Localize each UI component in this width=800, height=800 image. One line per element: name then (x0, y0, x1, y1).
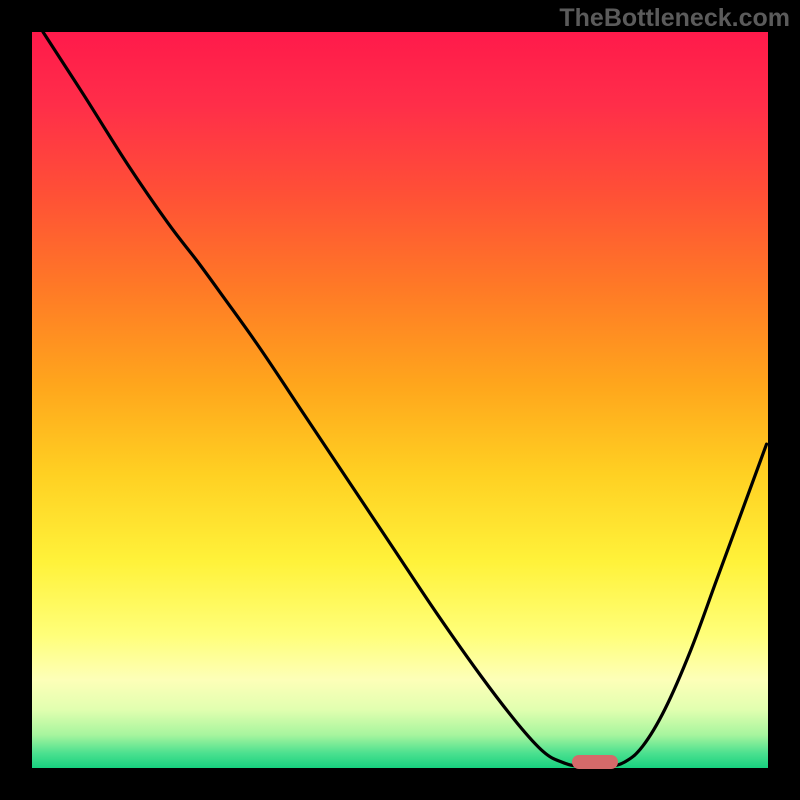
chart-frame (32, 32, 768, 768)
watermark-text: TheBottleneck.com (559, 4, 790, 33)
optimal-marker (572, 755, 618, 769)
